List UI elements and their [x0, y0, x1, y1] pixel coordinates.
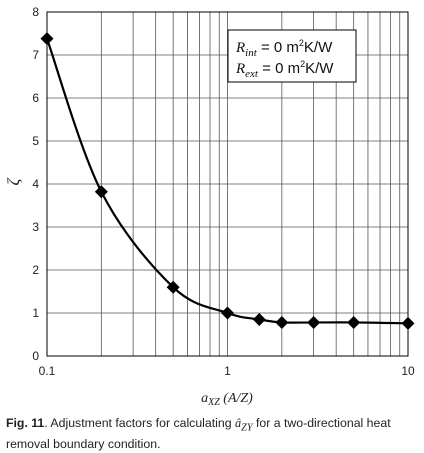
- x-tick-label: 1: [224, 364, 231, 378]
- legend-line-2: Rext = 0 m2K/W: [235, 59, 334, 80]
- y-tick-label: 4: [32, 177, 39, 191]
- data-point-marker: [252, 312, 266, 326]
- plot-frame: [46, 11, 409, 357]
- y-tick-label: 0: [32, 349, 39, 363]
- y-tick-label: 2: [32, 263, 39, 277]
- figure-caption: Fig. 11. Adjustment factors for calculat…: [6, 415, 418, 452]
- legend-line-1: Rint = 0 m2K/W: [235, 38, 333, 59]
- y-axis-label: ζ: [4, 177, 23, 185]
- chart: 0 1 2 3 4 5 6 7 8 0.1 1 10 Rint = 0 m2K/W Rext = 0 …: [4, 5, 415, 408]
- y-tick-label: 6: [32, 91, 39, 105]
- data-point-marker: [307, 315, 321, 329]
- legend-box: Rint = 0 m2K/W Rext = 0 m2K/W: [227, 29, 357, 83]
- caption-text-before: . Adjustment factors for calculating: [44, 416, 235, 430]
- y-tick-label: 5: [32, 134, 39, 148]
- caption-symbol: â: [234, 416, 242, 430]
- x-axis-label: aXZ (A/Z): [201, 391, 253, 408]
- caption-text-after: for a two-directional heat removal bound…: [6, 416, 391, 452]
- caption-symbol-sub: ZY: [241, 422, 253, 434]
- y-tick-label: 8: [32, 5, 39, 19]
- tick-labels: 0 1 2 3 4 5 6 7 8 0.1 1 10: [32, 5, 415, 378]
- y-tick-label: 7: [32, 48, 39, 62]
- marker-layer: [40, 32, 415, 330]
- data-point-marker: [221, 306, 234, 320]
- data-point-marker: [347, 315, 361, 329]
- y-tick-label: 1: [32, 306, 39, 320]
- data-point-marker: [166, 280, 180, 294]
- y-tick-label: 3: [32, 220, 39, 234]
- x-tick-label: 10: [401, 364, 415, 378]
- data-point-marker: [275, 315, 289, 329]
- caption-label: Fig. 11: [6, 416, 45, 430]
- data-point-marker: [94, 185, 108, 199]
- x-tick-label: 0.1: [39, 364, 56, 378]
